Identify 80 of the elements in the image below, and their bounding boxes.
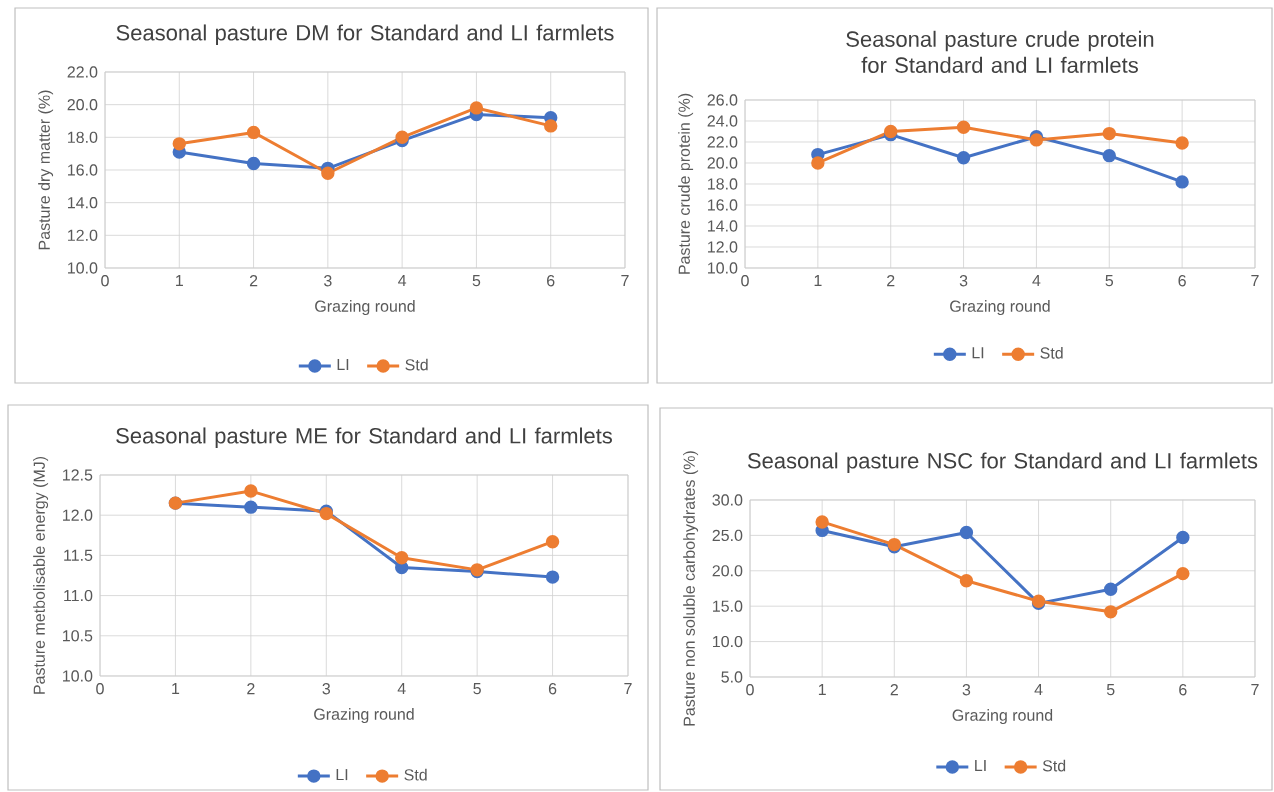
y-tick-label: 10.0 (63, 670, 93, 682)
y-tick-label: 10.0 (708, 262, 738, 274)
y-tick-label: 24.0 (707, 115, 738, 127)
y-axis-title: Pasture metbolisable energy (MJ) (33, 456, 49, 694)
y-tick-label: 16.0 (708, 199, 738, 211)
y-tick-label: 12.5 (63, 469, 93, 481)
chart-title: Seasonal pasture DM for Standard and LI farmlets (116, 24, 614, 45)
legend-label: LI (337, 359, 349, 371)
y-tick-label: 22.0 (67, 66, 98, 78)
y-tick-label: 10.0 (713, 635, 743, 648)
y-tick-label: 20.0 (707, 157, 738, 169)
x-tick-label: 5 (472, 275, 481, 287)
y-tick-label: 5.0 (721, 671, 743, 683)
x-tick-label: 7 (624, 683, 632, 695)
x-tick-label: 7 (1251, 275, 1259, 287)
y-tick-label: 20.0 (712, 565, 743, 577)
x-tick-label: 1 (818, 684, 826, 696)
x-tick-label: 6 (548, 683, 557, 695)
x-tick-label: 3 (962, 684, 971, 696)
x-tick-label: 1 (176, 275, 183, 287)
x-axis-title: Grazing round (314, 708, 414, 724)
y-tick-label: 11.0 (64, 589, 93, 602)
x-tick-label: 2 (247, 683, 255, 695)
legend-label: Std (1042, 759, 1066, 772)
x-tick-label: 4 (397, 683, 406, 695)
x-tick-label: 4 (1032, 275, 1041, 287)
y-tick-label: 14.0 (68, 197, 98, 209)
x-tick-label: 3 (322, 683, 331, 695)
x-axis-title: Grazing round (952, 709, 1053, 725)
y-tick-label: 15.0 (713, 600, 743, 612)
legend-label: LI (975, 760, 986, 772)
y-axis-title: Pasture crude protein (%) (678, 93, 694, 274)
x-tick-label: 6 (1178, 275, 1186, 287)
chart-title: Seasonal pasture ME for Standard and LI farmlets (116, 427, 612, 448)
x-tick-label: 4 (1034, 684, 1043, 696)
x-axis-title: Grazing round (315, 300, 415, 316)
x-tick-label: 6 (547, 275, 555, 287)
y-tick-label: 12.0 (68, 229, 98, 241)
x-tick-label: 6 (1179, 684, 1187, 696)
chart-title: Seasonal pasture NSC for Standard and LI farmlets (747, 452, 1258, 473)
x-tick-label: 4 (398, 275, 407, 287)
y-tick-label: 10.0 (68, 262, 98, 274)
x-tick-label: 0 (746, 684, 754, 696)
y-axis-title: Pasture non soluble carbohydrates (%) (683, 451, 699, 726)
y-tick-label: 12.0 (63, 509, 93, 521)
x-tick-label: 2 (249, 275, 258, 287)
legend-label: LI (972, 347, 984, 359)
legend-label: Std (405, 358, 428, 371)
x-tick-label: 7 (1251, 684, 1259, 696)
x-tick-label: 3 (959, 275, 968, 287)
y-tick-label: 30.0 (712, 494, 743, 506)
x-tick-label: 1 (172, 683, 180, 695)
y-tick-label: 16.0 (68, 164, 98, 176)
x-tick-label: 0 (96, 683, 104, 695)
legend-label: Std (1040, 346, 1063, 359)
x-tick-label: 0 (101, 275, 109, 287)
x-tick-label: 0 (741, 275, 749, 287)
x-tick-label: 1 (814, 275, 822, 287)
y-tick-label: 12.0 (708, 241, 738, 253)
y-tick-label: 22.0 (707, 136, 738, 148)
y-tick-label: 26.0 (707, 94, 738, 106)
x-tick-label: 7 (621, 275, 629, 287)
x-tick-label: 2 (890, 684, 898, 696)
y-tick-label: 20.0 (67, 99, 98, 111)
y-axis-title: Pasture dry matter (%) (38, 90, 54, 250)
chart-title: Seasonal pasture crude protein for Standard and LI farmlets (846, 30, 1154, 73)
x-tick-label: 5 (473, 683, 481, 695)
x-tick-label: 3 (324, 275, 332, 287)
y-tick-label: 18.0 (708, 178, 738, 190)
y-tick-label: 14.0 (708, 220, 738, 232)
y-tick-label: 10.5 (63, 630, 93, 642)
y-tick-label: 11.5 (64, 549, 93, 561)
x-axis-title: Grazing round (950, 300, 1050, 316)
x-tick-label: 5 (1105, 275, 1114, 287)
x-tick-label: 5 (1106, 684, 1115, 696)
x-tick-label: 2 (887, 275, 895, 287)
legend-label: Std (404, 768, 427, 781)
y-tick-label: 25.0 (712, 529, 743, 542)
y-tick-label: 18.0 (68, 131, 98, 143)
legend-label: LI (336, 769, 348, 781)
